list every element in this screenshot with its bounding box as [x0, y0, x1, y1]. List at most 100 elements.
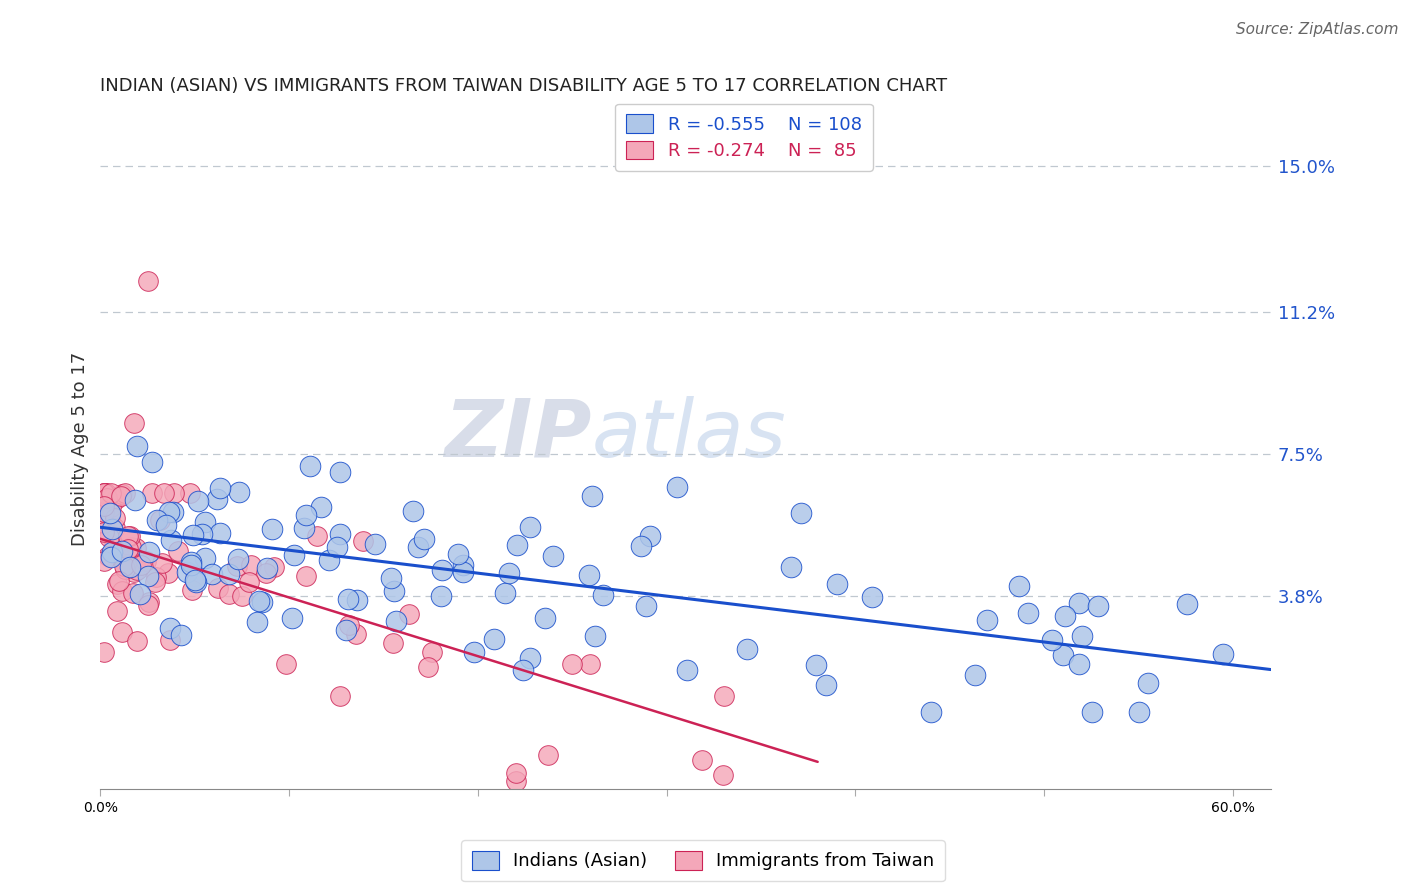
Point [581, 489, 603, 503]
Point [94, 485, 117, 500]
Point [231, 589, 253, 603]
Point [413, 532, 436, 546]
Point [201, 566, 224, 581]
Point [218, 567, 240, 582]
Point [93, 500, 115, 514]
Point [1080, 705, 1102, 719]
Point [329, 526, 352, 541]
Point [329, 465, 352, 479]
Point [93, 485, 115, 500]
Point [159, 533, 181, 547]
Point [93, 485, 115, 500]
Point [305, 528, 328, 542]
Point [825, 576, 848, 591]
Point [430, 589, 453, 603]
Point [294, 508, 316, 523]
Point [498, 566, 520, 580]
Point [115, 557, 138, 571]
Point [583, 629, 606, 643]
Point [505, 774, 527, 789]
Point [402, 504, 425, 518]
Legend: Indians (Asian), Immigrants from Taiwan: Indians (Asian), Immigrants from Taiwan [461, 840, 945, 881]
Point [209, 526, 232, 541]
Point [93, 554, 115, 568]
Point [335, 624, 357, 638]
Point [325, 541, 347, 555]
Point [94, 485, 117, 500]
Point [129, 558, 152, 572]
Point [180, 555, 202, 569]
Point [634, 599, 657, 613]
Point [218, 587, 240, 601]
Point [100, 491, 122, 505]
Point [247, 594, 270, 608]
Point [167, 543, 190, 558]
Point [146, 513, 169, 527]
Point [163, 485, 186, 500]
Point [138, 595, 160, 609]
Point [1212, 647, 1234, 661]
Point [100, 485, 122, 500]
Point [111, 583, 134, 598]
Point [592, 588, 614, 602]
Point [98, 530, 121, 544]
Point [638, 529, 661, 543]
Point [110, 489, 132, 503]
Point [181, 583, 204, 598]
Point [110, 625, 132, 640]
Point [205, 491, 228, 506]
Point [1040, 633, 1063, 648]
Point [692, 753, 714, 767]
Point [117, 529, 139, 543]
Point [149, 512, 172, 526]
Point [406, 540, 429, 554]
Point [1052, 648, 1074, 663]
Point [256, 561, 278, 575]
Point [346, 593, 368, 607]
Point [155, 518, 177, 533]
Point [187, 493, 209, 508]
Point [519, 520, 541, 534]
Point [298, 459, 321, 474]
Point [1136, 676, 1159, 690]
Point [422, 645, 444, 659]
Point [806, 657, 828, 672]
Point [107, 576, 129, 591]
Point [337, 617, 360, 632]
Point [430, 563, 453, 577]
Point [536, 747, 558, 762]
Point [184, 574, 207, 588]
Point [276, 657, 298, 671]
Point [451, 565, 474, 579]
Point [737, 642, 759, 657]
Point [860, 590, 883, 604]
Point [1054, 608, 1077, 623]
Point [128, 587, 150, 601]
Point [228, 485, 250, 500]
Legend: R = -0.555    N = 108, R = -0.274    N =  85: R = -0.555 N = 108, R = -0.274 N = 85 [616, 103, 873, 171]
Point [281, 611, 304, 625]
Point [125, 439, 148, 453]
Point [111, 487, 134, 501]
Point [250, 594, 273, 608]
Point [124, 492, 146, 507]
Point [105, 604, 128, 618]
Point [135, 554, 157, 568]
Point [145, 570, 167, 584]
Point [104, 510, 127, 524]
Point [93, 645, 115, 659]
Point [93, 505, 115, 519]
Point [93, 485, 115, 500]
Point [194, 515, 217, 529]
Point [226, 551, 249, 566]
Point [453, 558, 475, 573]
Point [505, 766, 527, 780]
Point [578, 657, 600, 671]
Point [713, 689, 735, 703]
Point [141, 455, 163, 469]
Point [482, 632, 505, 647]
Point [226, 558, 249, 573]
Point [239, 558, 262, 573]
Point [675, 663, 697, 677]
Point [181, 527, 204, 541]
